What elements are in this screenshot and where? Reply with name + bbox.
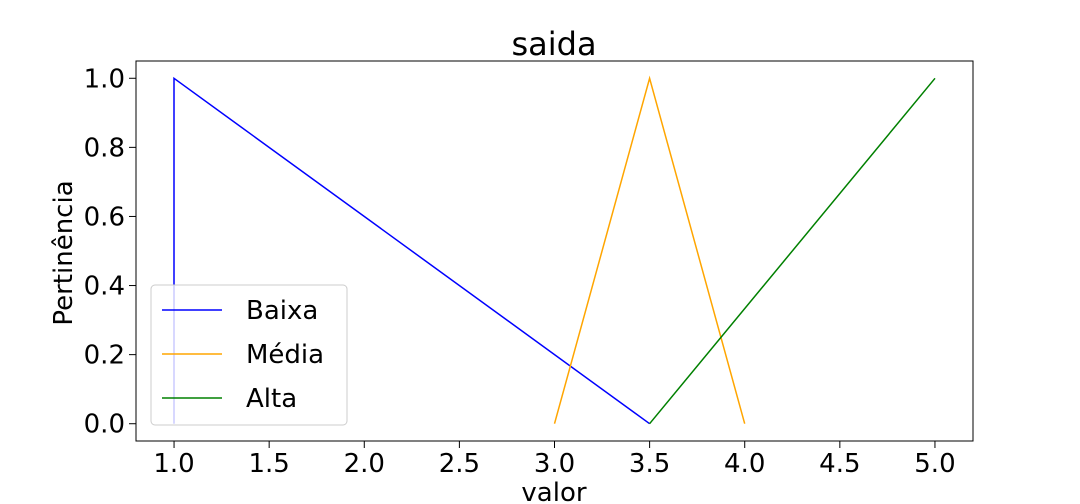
x-tick-label: 4.0 — [724, 449, 765, 479]
x-tick-label: 3.0 — [534, 449, 575, 479]
y-tick-label: 0.8 — [84, 133, 125, 163]
y-axis-label: Pertinência — [49, 180, 79, 325]
legend-label-baixa: Baixa — [246, 296, 318, 326]
x-tick-label: 2.0 — [344, 449, 385, 479]
y-tick-label: 0.4 — [84, 272, 125, 302]
series-line-média — [553, 75, 746, 424]
legend-label-alta: Alta — [246, 384, 297, 414]
x-axis-label: valor — [521, 478, 586, 504]
y-tick-label: 1.0 — [84, 64, 125, 94]
x-tick-label: 5.0 — [914, 449, 955, 479]
legend: Baixa Média Alta — [150, 284, 348, 426]
legend-frame — [150, 284, 348, 426]
legend-label-média: Média — [246, 340, 324, 370]
chart-title: saida — [511, 25, 596, 63]
x-axis: 1.0 1.5 2.0 2.5 3.0 3.5 4.0 4.5 5.0 — [153, 441, 956, 479]
x-tick-label: 1.5 — [248, 449, 289, 479]
series-line-alta — [649, 77, 936, 425]
y-tick-label: 0.2 — [84, 341, 125, 371]
y-tick-label: 0.0 — [84, 410, 125, 440]
x-tick-label: 4.5 — [819, 449, 860, 479]
x-tick-label: 3.5 — [629, 449, 670, 479]
x-tick-label: 2.5 — [439, 449, 480, 479]
y-tick-label: 0.6 — [84, 202, 125, 232]
x-tick-label: 1.0 — [153, 449, 194, 479]
y-axis: 0.0 0.2 0.4 0.6 0.8 1.0 — [84, 64, 136, 440]
